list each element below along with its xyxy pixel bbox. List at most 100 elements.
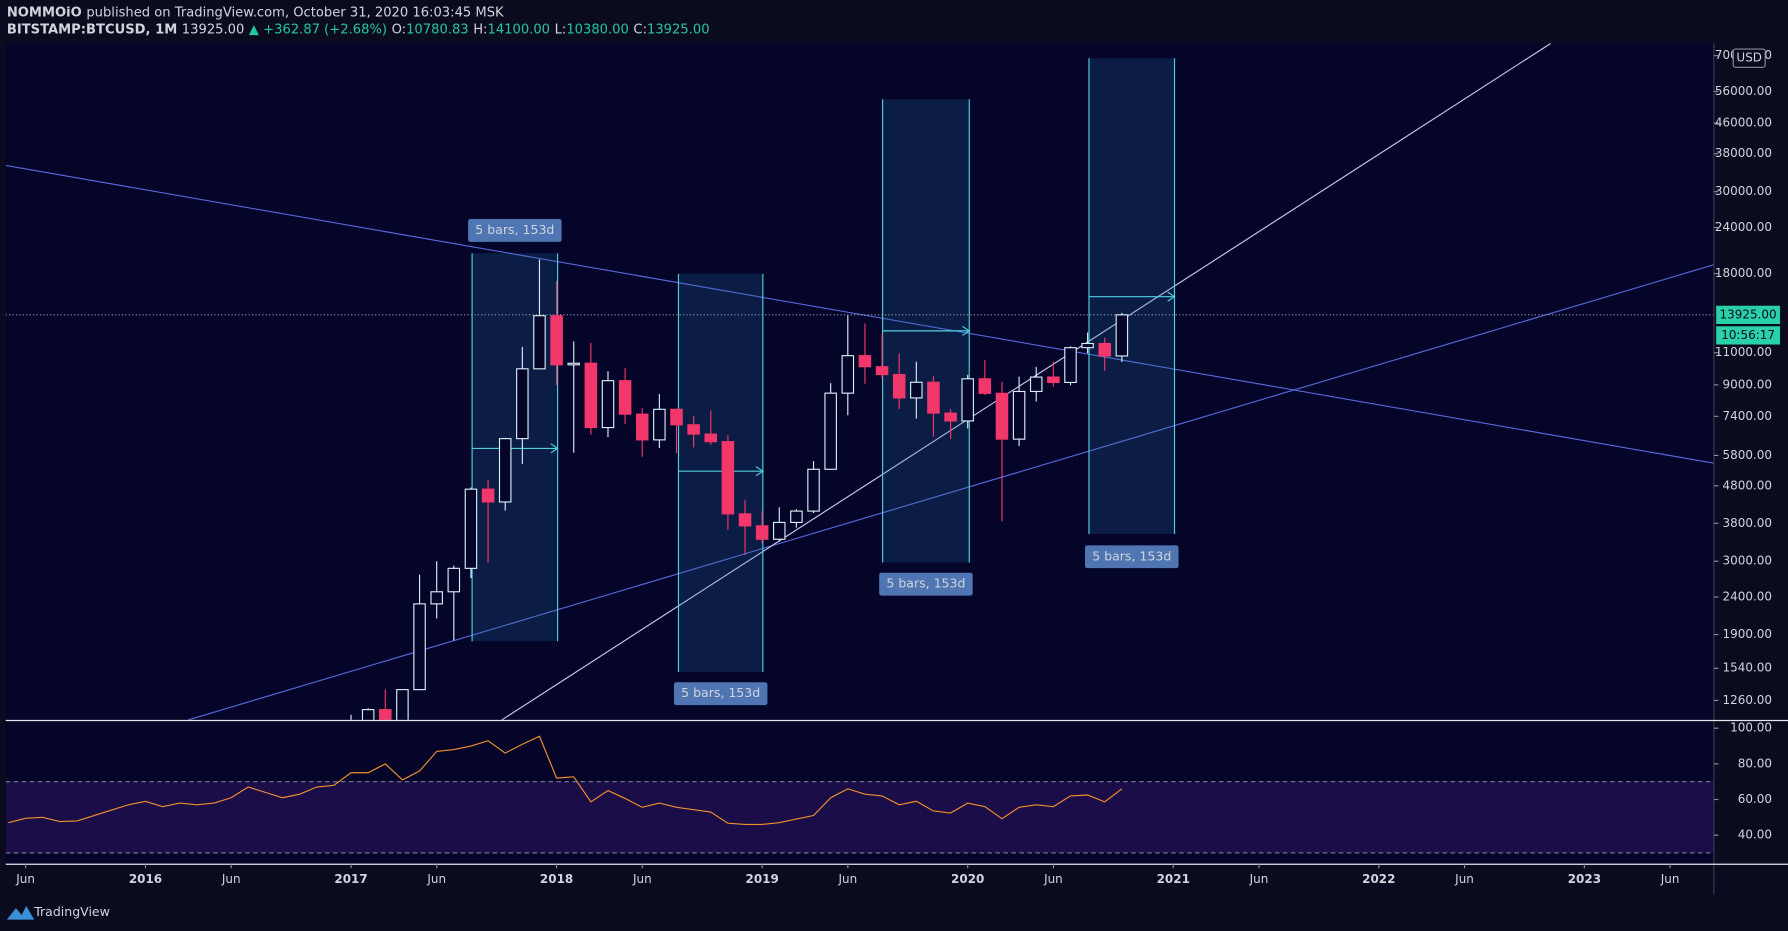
rsi-band bbox=[5, 781, 1714, 853]
candle-body bbox=[773, 521, 786, 540]
footer-bar bbox=[0, 894, 1788, 931]
x-tick-label: Jun bbox=[15, 872, 35, 886]
y-tick-label: 4800.00 bbox=[1723, 478, 1772, 492]
y-tick-label: 1900.00 bbox=[1723, 627, 1772, 641]
y-tick-label: 2400.00 bbox=[1723, 590, 1772, 604]
candle-body bbox=[533, 315, 546, 370]
candle-body bbox=[430, 591, 443, 605]
date-range bbox=[678, 273, 763, 673]
annotation-label: 5 bars, 153d bbox=[1092, 548, 1171, 563]
annotation-box bbox=[468, 219, 562, 242]
price-plot bbox=[5, 43, 1714, 720]
candle-body bbox=[601, 380, 615, 429]
candle-body bbox=[1029, 376, 1043, 393]
chart-panel bbox=[5, 43, 1714, 864]
y-tick-label: 1540.00 bbox=[1723, 661, 1772, 675]
author: NOMMOiO bbox=[7, 5, 82, 20]
x-tick-label: 2023 bbox=[1568, 872, 1601, 886]
header-line-1: NOMMOiO published on TradingView.com, Oct… bbox=[7, 5, 504, 20]
candle-body bbox=[498, 438, 512, 503]
trend-line bbox=[501, 43, 1552, 720]
ohlc-label: H: bbox=[473, 22, 487, 37]
price-layer: 5 bars, 153d 5 bars, 153d 5 bars, 153d 5 ba… bbox=[5, 43, 1714, 720]
ohlc-value: 10780.83 bbox=[406, 22, 469, 37]
x-tick-label: 2021 bbox=[1157, 872, 1190, 886]
y-tick-label: 38000.00 bbox=[1715, 146, 1772, 160]
symbol: BITSTAMP:BTCUSD, 1M bbox=[7, 22, 177, 37]
candle-body bbox=[721, 441, 735, 515]
arrow-head bbox=[550, 443, 559, 454]
candle-body bbox=[635, 413, 649, 441]
y-tick-label: 60.00 bbox=[1738, 792, 1772, 806]
x-tick-label: Jun bbox=[1249, 872, 1269, 886]
candle-body bbox=[1064, 347, 1077, 384]
y-tick-label: 56000.00 bbox=[1715, 84, 1772, 98]
y-tick-label: 1260.00 bbox=[1723, 693, 1772, 707]
candle-body bbox=[875, 366, 889, 376]
y-tick-label: 30000.00 bbox=[1715, 184, 1772, 198]
logo bbox=[6, 905, 35, 920]
candle-body bbox=[584, 362, 598, 429]
ohlc-value: 10380.00 bbox=[566, 22, 629, 37]
header-line-2: BITSTAMP:BTCUSD, 1M 13925.00 ▲ +362.87 (+2… bbox=[7, 22, 710, 37]
price: 13925.00 bbox=[182, 22, 245, 37]
candle-body bbox=[687, 424, 700, 435]
currency-box bbox=[1732, 48, 1766, 68]
y-tick-label: 5800.00 bbox=[1723, 448, 1772, 462]
y-tick-label: 9000.00 bbox=[1723, 377, 1772, 391]
candle-body bbox=[858, 355, 872, 368]
arrow-head bbox=[1167, 291, 1176, 302]
x-tick-label: Jun bbox=[1043, 872, 1063, 886]
currency-label: USD bbox=[1736, 51, 1762, 65]
ohlc-label: O: bbox=[392, 22, 407, 37]
x-tick-label: Jun bbox=[838, 872, 858, 886]
ohlc-value: 13925.00 bbox=[647, 22, 710, 37]
axis-layer: 1260.00 1540.00 1900.00 2400.00 3000.00 3800.… bbox=[5, 43, 1788, 895]
x-tick-label: 2022 bbox=[1362, 872, 1395, 886]
candle-body bbox=[481, 488, 495, 503]
published: published on TradingView.com, October 31… bbox=[86, 5, 504, 20]
candle-body bbox=[824, 392, 837, 470]
arrow-head bbox=[755, 466, 764, 477]
y-tick-label: 80.00 bbox=[1738, 756, 1772, 770]
x-tick-label: 2018 bbox=[540, 872, 573, 886]
annotation-box bbox=[1085, 545, 1179, 569]
rsi-line bbox=[8, 735, 1123, 826]
footer-brand: TradingView bbox=[33, 904, 110, 919]
candle-body bbox=[653, 408, 666, 441]
x-tick-label: 2020 bbox=[951, 872, 984, 886]
annotation-label: 5 bars, 153d bbox=[681, 685, 760, 700]
candle-body bbox=[704, 433, 718, 443]
candle-body bbox=[978, 378, 992, 394]
candle-body bbox=[464, 488, 478, 569]
candle-body bbox=[1115, 314, 1129, 357]
arrow-head bbox=[962, 325, 971, 336]
candle-body bbox=[910, 381, 923, 399]
trend-line bbox=[5, 164, 1714, 464]
ohlc-label: L: bbox=[555, 22, 567, 37]
candle-body bbox=[995, 392, 1009, 440]
candle-body bbox=[361, 709, 375, 720]
x-tick-label: Jun bbox=[221, 872, 241, 886]
annotation-box bbox=[673, 682, 768, 706]
countdown-box bbox=[1716, 326, 1781, 345]
y-tick-label: 100.00 bbox=[1730, 721, 1772, 735]
x-tick-label: Jun bbox=[1660, 872, 1680, 886]
candle-body bbox=[550, 315, 563, 366]
y-tick-label: 3000.00 bbox=[1723, 554, 1772, 568]
date-range bbox=[472, 253, 558, 642]
candle-body bbox=[944, 412, 957, 422]
rsi-layer bbox=[5, 735, 1714, 854]
candle-body bbox=[670, 408, 683, 426]
candle-body bbox=[790, 510, 803, 524]
candle-body bbox=[1047, 376, 1060, 384]
candle-body bbox=[1012, 390, 1026, 440]
ohlc-value: 14100.00 bbox=[487, 22, 550, 37]
candle-body bbox=[755, 525, 769, 540]
candle-body bbox=[567, 362, 580, 366]
y-tick-label: 7400.00 bbox=[1723, 409, 1772, 423]
candle-body bbox=[1098, 342, 1112, 357]
y-tick-label: 46000.00 bbox=[1715, 116, 1772, 130]
y-tick-label: 24000.00 bbox=[1715, 220, 1772, 234]
annotation-label: 5 bars, 153d bbox=[475, 222, 554, 237]
